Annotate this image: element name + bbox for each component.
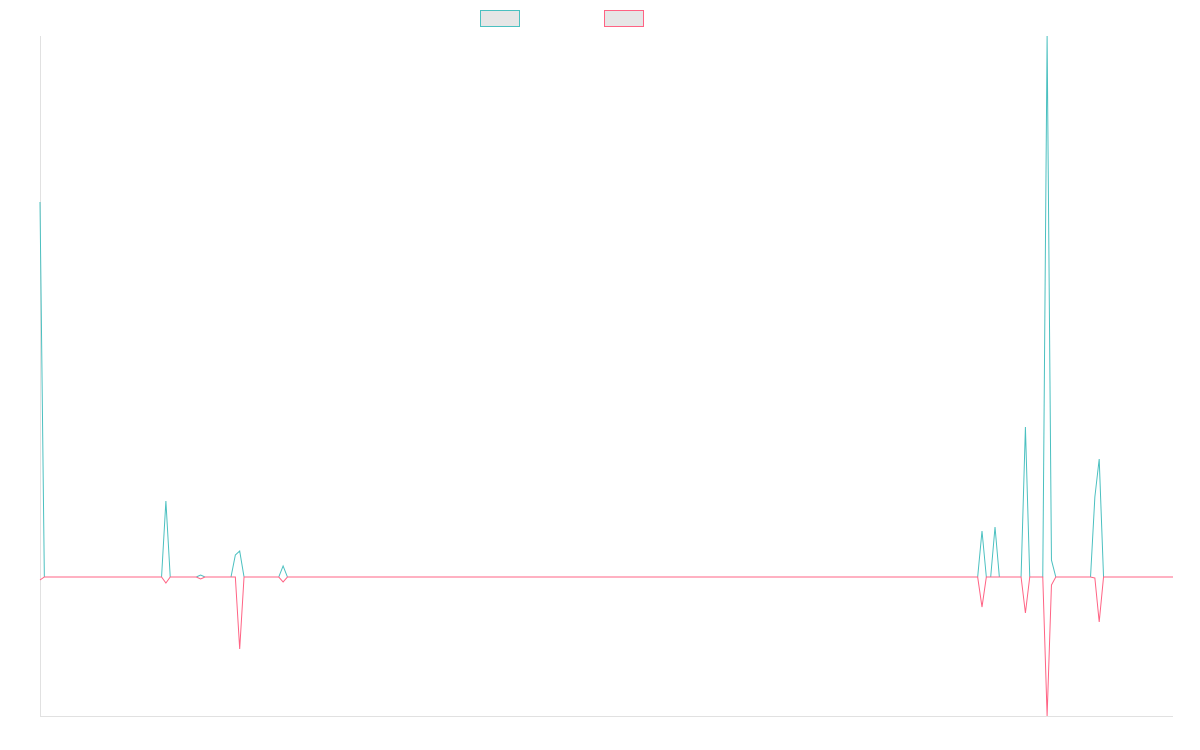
- series-line-1: [39, 35, 1173, 578]
- series-line-2: [39, 576, 1173, 717]
- legend-swatch-series-2[interactable]: [604, 10, 644, 27]
- legend-swatch-series-1[interactable]: [480, 10, 520, 27]
